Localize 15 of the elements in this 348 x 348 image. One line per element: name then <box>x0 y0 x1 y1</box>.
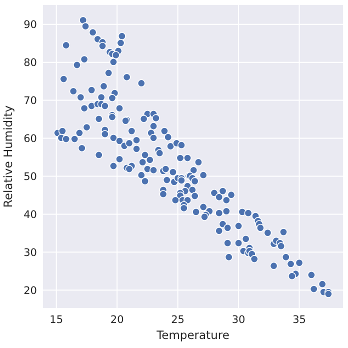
x-axis-title: Temperature <box>156 328 230 342</box>
y-tick-label: 30 <box>24 246 37 259</box>
y-axis-title: Relative Humidity <box>1 105 15 208</box>
y-tick-label: 80 <box>24 57 37 70</box>
y-tick-label: 70 <box>24 94 37 107</box>
x-tick-label: 15 <box>50 314 64 326</box>
y-tick-label: 40 <box>24 208 37 221</box>
x-tick-label: 30 <box>232 314 246 326</box>
y-tick-label: 90 <box>24 19 37 32</box>
x-tick-label: 25 <box>171 314 185 326</box>
y-tick-label: 50 <box>24 170 37 183</box>
x-tick-label: 20 <box>110 314 124 326</box>
x-tick-label: 35 <box>292 314 306 326</box>
y-tick-label: 20 <box>24 284 37 297</box>
y-tick-label: 60 <box>24 132 37 145</box>
